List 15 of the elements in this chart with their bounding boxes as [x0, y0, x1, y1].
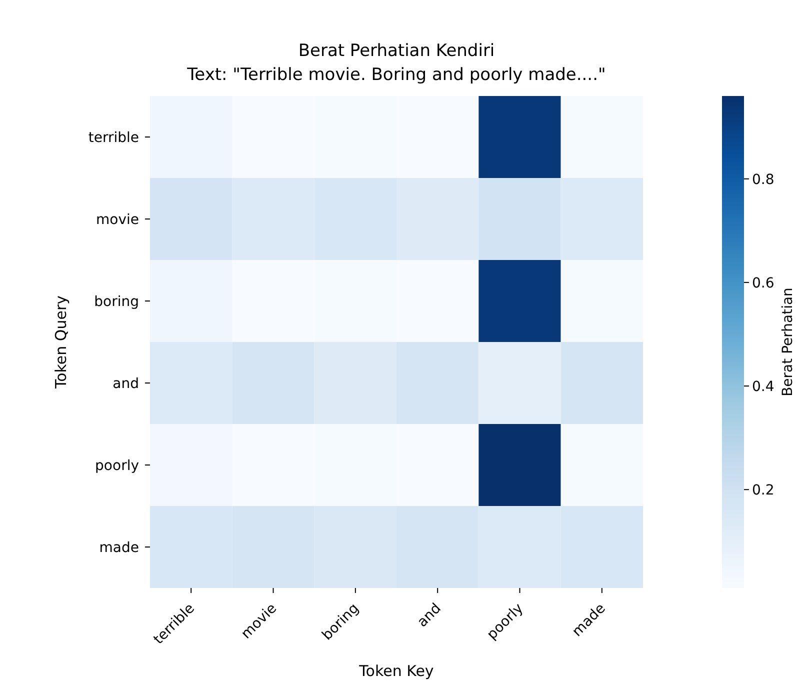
color-bar-label: 0.4 [752, 379, 774, 396]
color-bar-title: Berat Perhatian [780, 288, 796, 396]
y-tick-label: movie [96, 212, 139, 228]
y-tick-label: boring [94, 294, 139, 310]
y-tick-label: poorly [95, 458, 139, 474]
x-axis-title: Token Key [358, 662, 434, 680]
y-axis-title: Token Query [52, 295, 70, 390]
color-bar-label: 0.6 [752, 275, 774, 292]
color-bar-label: 0.2 [752, 482, 774, 499]
y-tick-label: and [112, 376, 139, 392]
y-tick-label: terrible [88, 130, 139, 146]
chart-title: Berat Perhatian Kendiri [298, 41, 495, 61]
chart-subtitle: Text: "Terrible movie. Boring and poorly made...." [186, 65, 606, 85]
y-tick-label: made [99, 540, 139, 556]
color-bar-label: 0.8 [752, 172, 774, 188]
